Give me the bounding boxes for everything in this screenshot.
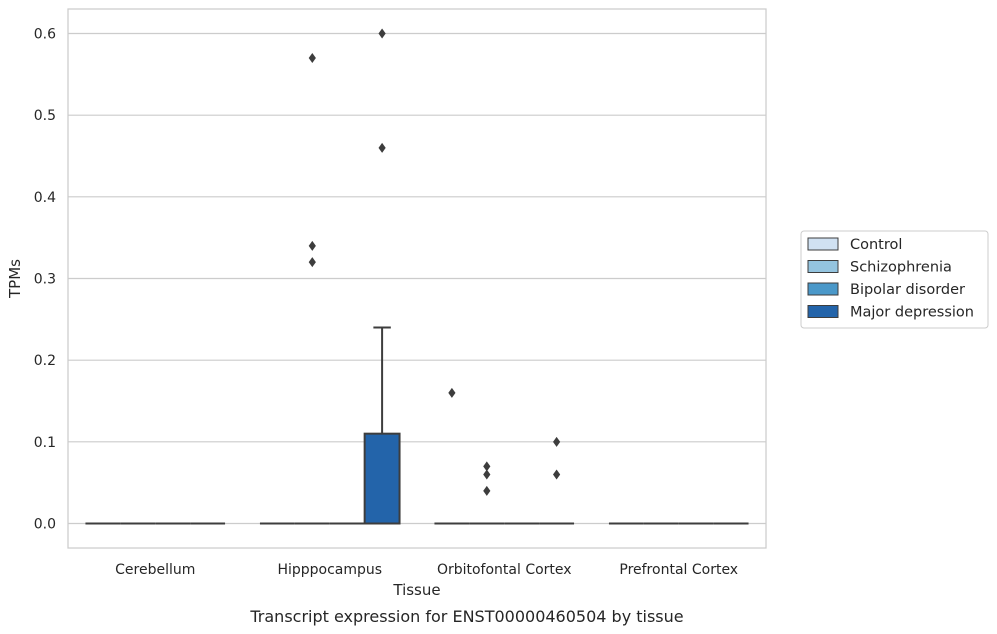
outlier-marker bbox=[448, 387, 456, 398]
y-tick-label: 0.4 bbox=[34, 190, 56, 206]
outlier-marker bbox=[483, 461, 491, 472]
legend-swatch bbox=[807, 305, 839, 318]
legend-label: Major depression bbox=[850, 305, 974, 321]
y-gridlines bbox=[68, 32, 766, 525]
outlier-marker bbox=[483, 485, 491, 496]
box-series-group bbox=[85, 28, 749, 525]
y-tick-label: 0.6 bbox=[34, 27, 56, 43]
outlier-marker bbox=[308, 257, 316, 268]
y-tick-label: 0.2 bbox=[34, 353, 56, 369]
plot-area-frame bbox=[67, 8, 767, 549]
y-tick-label: 0.1 bbox=[34, 435, 56, 451]
legend: Control Schizophrenia Bipolar disorder Majo… bbox=[800, 230, 989, 329]
outlier-marker bbox=[378, 142, 386, 153]
legend-swatch bbox=[807, 282, 839, 296]
y-axis-label: TPMs bbox=[6, 259, 24, 299]
chart-caption: Transcript expression for ENST0000046050… bbox=[249, 607, 683, 626]
y-axis-ticks: 0.0 0.1 0.2 0.3 0.4 0.5 0.6 bbox=[34, 27, 56, 533]
outlier-marker bbox=[483, 469, 491, 480]
x-tick-label: Prefrontal Cortex bbox=[619, 562, 738, 578]
box-2-0 bbox=[434, 387, 470, 525]
box-2-3 bbox=[539, 436, 575, 525]
y-tick-label: 0.0 bbox=[34, 517, 56, 533]
legend-label: Control bbox=[850, 237, 902, 253]
legend-swatch bbox=[807, 237, 839, 251]
legend-swatch bbox=[807, 260, 839, 273]
legend-frame bbox=[800, 230, 989, 329]
outlier-marker bbox=[378, 28, 386, 39]
x-axis-ticks: Cerebellum Hipppocampus Orbitofontal Corte… bbox=[115, 562, 738, 578]
box-1-3 bbox=[363, 28, 401, 525]
outlier-marker bbox=[308, 53, 316, 63]
x-tick-label: Cerebellum bbox=[115, 562, 195, 578]
outlier-marker bbox=[553, 436, 561, 447]
legend-label: Schizophrenia bbox=[850, 260, 952, 276]
box-2-1 bbox=[469, 461, 505, 525]
x-tick-label: Hipppocampus bbox=[277, 562, 382, 578]
y-tick-label: 0.3 bbox=[34, 272, 56, 288]
box-1-1 bbox=[294, 53, 330, 525]
y-tick-label: 0.5 bbox=[34, 108, 56, 124]
box-body bbox=[363, 432, 401, 525]
x-axis-label: Tissue bbox=[392, 581, 440, 599]
outlier-marker bbox=[308, 240, 316, 251]
x-tick-label: Orbitofontal Cortex bbox=[437, 562, 572, 578]
outlier-marker bbox=[553, 469, 561, 480]
legend-label: Bipolar disorder bbox=[850, 282, 965, 298]
